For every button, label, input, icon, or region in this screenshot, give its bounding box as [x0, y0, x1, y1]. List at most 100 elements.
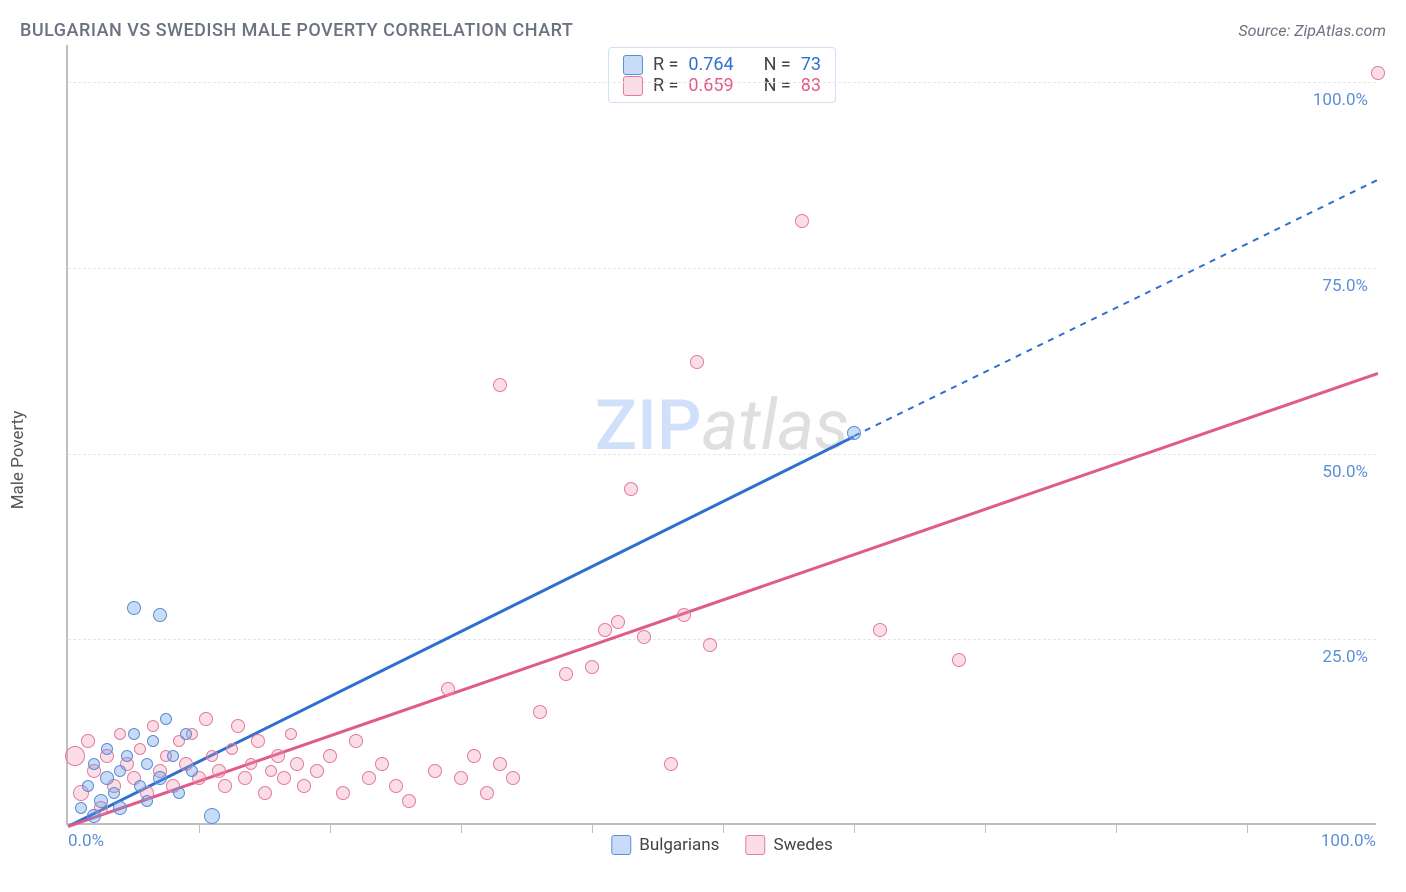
scatter-point-swedes	[493, 378, 507, 392]
scatter-point-swedes	[362, 771, 376, 785]
scatter-point-swedes	[212, 764, 226, 778]
scatter-point-swedes	[290, 757, 304, 771]
scatter-point-swedes	[199, 712, 213, 726]
scatter-point-swedes	[226, 743, 238, 755]
scatter-point-bulgarians	[113, 801, 127, 815]
stats-box: R = 0.764 N = 73 R = 0.659 N = 83	[608, 47, 836, 103]
scatter-point-swedes	[297, 779, 311, 793]
chart-container: BULGARIAN VS SWEDISH MALE POVERTY CORREL…	[0, 0, 1406, 892]
legend-label: Bulgarians	[639, 835, 719, 855]
scatter-point-bulgarians	[160, 713, 172, 725]
scatter-point-swedes	[585, 660, 599, 674]
scatter-point-bulgarians	[186, 765, 198, 777]
scatter-point-swedes	[703, 638, 717, 652]
stats-r-label: R =	[653, 54, 678, 75]
grid-line	[68, 82, 1376, 83]
source-label: Source:	[1238, 21, 1290, 40]
scatter-point-swedes	[134, 743, 146, 755]
stats-r-value: 0.764	[688, 54, 733, 75]
chart-source: Source: ZipAtlas.com	[1238, 21, 1386, 40]
scatter-point-swedes	[375, 757, 389, 771]
stats-n-label: N =	[764, 54, 791, 75]
scatter-point-swedes	[81, 734, 95, 748]
x-tick-label: 0.0%	[68, 831, 104, 851]
scatter-point-bulgarians	[141, 758, 153, 770]
scatter-point-swedes	[533, 705, 547, 719]
scatter-point-swedes	[336, 786, 350, 800]
scatter-point-bulgarians	[167, 750, 179, 762]
x-minor-tick	[985, 823, 986, 833]
x-tick-label: 100.0%	[1321, 831, 1376, 851]
scatter-point-bulgarians	[847, 426, 861, 440]
y-tick-label: 100.0%	[1313, 90, 1368, 110]
chart-header: BULGARIAN VS SWEDISH MALE POVERTY CORREL…	[20, 20, 1386, 45]
scatter-point-bulgarians	[82, 780, 94, 792]
scatter-point-bulgarians	[94, 794, 108, 808]
legend: Bulgarians Swedes	[611, 835, 832, 855]
scatter-point-swedes	[690, 355, 704, 369]
scatter-point-swedes	[441, 682, 455, 696]
scatter-point-bulgarians	[75, 802, 87, 814]
scatter-point-swedes	[65, 746, 85, 766]
scatter-point-swedes	[624, 482, 638, 496]
regression-line	[68, 372, 1379, 828]
scatter-point-swedes	[206, 750, 218, 762]
stats-r-value: 0.659	[688, 75, 733, 96]
scatter-point-swedes	[310, 764, 324, 778]
scatter-point-swedes	[218, 779, 232, 793]
scatter-point-bulgarians	[153, 771, 167, 785]
x-minor-tick	[461, 823, 462, 833]
y-tick-label: 50.0%	[1322, 462, 1368, 482]
stats-r-label: R =	[653, 75, 678, 96]
scatter-point-swedes	[480, 786, 494, 800]
scatter-point-bulgarians	[88, 758, 100, 770]
stats-row: R = 0.764 N = 73	[623, 54, 821, 75]
scatter-point-swedes	[114, 728, 126, 740]
stats-swatch-icon	[623, 55, 643, 75]
stats-row: R = 0.659 N = 83	[623, 75, 821, 96]
scatter-point-swedes	[323, 749, 337, 763]
grid-line	[68, 268, 1376, 269]
x-minor-tick	[330, 823, 331, 833]
scatter-point-bulgarians	[128, 728, 140, 740]
scatter-point-swedes	[265, 765, 277, 777]
chart-area: Male Poverty ZIPatlas R =0.764N =73R =0.…	[20, 45, 1380, 875]
scatter-point-swedes	[1371, 66, 1385, 80]
scatter-point-swedes	[238, 771, 252, 785]
x-minor-tick	[592, 823, 593, 833]
scatter-point-swedes	[428, 764, 442, 778]
scatter-point-bulgarians	[204, 808, 220, 824]
plot-region: ZIPatlas R =0.764N =73R =0.659N =83 Bulg…	[66, 45, 1376, 825]
scatter-point-swedes	[245, 758, 257, 770]
legend-item: Swedes	[745, 835, 832, 855]
y-axis-label: Male Poverty	[8, 411, 28, 510]
scatter-point-swedes	[231, 719, 245, 733]
legend-swatch-icon	[745, 835, 765, 855]
scatter-point-swedes	[271, 749, 285, 763]
y-tick-label: 75.0%	[1322, 276, 1368, 296]
scatter-point-swedes	[598, 623, 612, 637]
scatter-point-bulgarians	[121, 750, 133, 762]
scatter-point-swedes	[664, 757, 678, 771]
scatter-point-bulgarians	[180, 728, 192, 740]
stats-n-value: 83	[801, 75, 821, 96]
scatter-point-swedes	[147, 720, 159, 732]
scatter-point-swedes	[349, 734, 363, 748]
scatter-point-bulgarians	[147, 735, 159, 747]
scatter-point-swedes	[611, 615, 625, 629]
x-minor-tick	[1247, 823, 1248, 833]
x-minor-tick	[199, 823, 200, 833]
legend-item: Bulgarians	[611, 835, 719, 855]
grid-line	[68, 639, 1376, 640]
scatter-point-swedes	[389, 779, 403, 793]
scatter-point-swedes	[795, 214, 809, 228]
grid-line	[68, 454, 1376, 455]
stats-n-value: 73	[801, 54, 821, 75]
scatter-point-swedes	[677, 608, 691, 622]
scatter-point-bulgarians	[87, 809, 101, 823]
scatter-point-bulgarians	[101, 743, 113, 755]
x-minor-tick	[723, 823, 724, 833]
legend-swatch-icon	[611, 835, 631, 855]
scatter-point-bulgarians	[134, 780, 146, 792]
stats-n-label: N =	[764, 75, 791, 96]
